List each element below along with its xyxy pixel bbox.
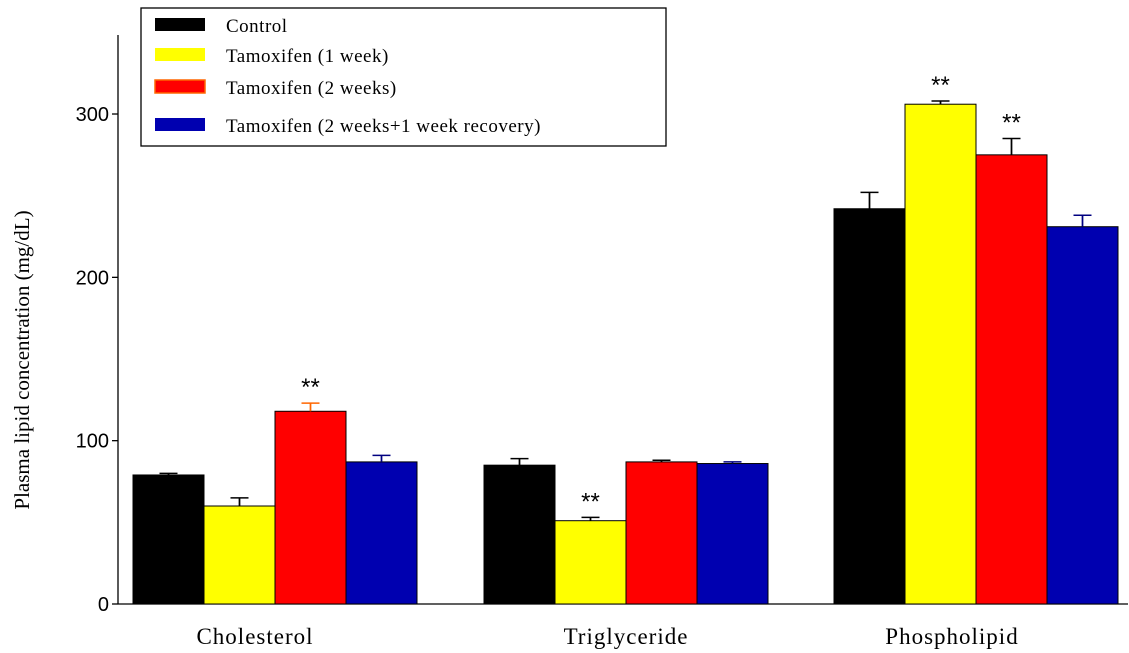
x-category-label: Triglyceride (564, 624, 689, 649)
y-tick-label: 200 (76, 267, 109, 289)
bar (274, 410, 347, 605)
y-tick-label: 100 (76, 431, 109, 453)
bar (833, 208, 906, 605)
y-tick-label: 300 (76, 104, 109, 126)
legend-swatch (154, 79, 206, 94)
x-category-label: Cholesterol (196, 624, 313, 649)
legend-label: Tamoxifen (1 week) (226, 46, 389, 67)
y-tick-label: 0 (98, 594, 109, 616)
legend-swatch (155, 18, 205, 31)
legend-swatch (155, 118, 205, 131)
bar (625, 461, 698, 605)
bar (975, 154, 1048, 605)
bar (132, 474, 205, 605)
bars: Cholesterol ** Triglyceride ** Phospholipid *… (132, 72, 1119, 649)
significance-label: ** (301, 374, 320, 401)
y-axis-label: Plasma lipid concentration (mg/dL) (10, 210, 34, 509)
legend-label: Control (226, 16, 288, 37)
legend: Control Tamoxifen (1 week) Tamoxifen (2 we… (140, 7, 667, 147)
bar (554, 520, 627, 605)
legend-label: Tamoxifen (2 weeks+1 week recovery) (226, 116, 541, 137)
bar (1046, 226, 1119, 605)
bar (345, 461, 418, 605)
bar (904, 103, 977, 605)
bar (203, 505, 276, 605)
legend-label: Tamoxifen (2 weeks) (226, 78, 397, 99)
significance-label: ** (931, 72, 950, 99)
legend-box (140, 7, 667, 147)
significance-label: ** (581, 488, 600, 515)
legend-swatch (155, 48, 205, 61)
significance-label: ** (1002, 110, 1021, 137)
bar (483, 464, 556, 605)
bar (696, 463, 769, 605)
x-category-label: Phospholipid (885, 624, 1018, 649)
